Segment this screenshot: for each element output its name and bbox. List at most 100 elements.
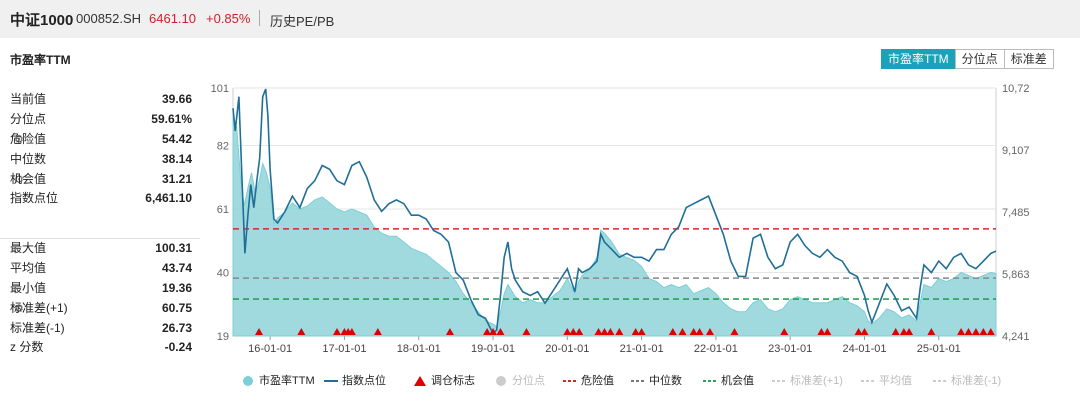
header-divider <box>259 10 260 26</box>
pe-area-series <box>232 115 997 337</box>
stat-label: 危险值 <box>10 131 47 146</box>
legend-item[interactable]: 机会值 <box>702 372 754 388</box>
stat-label: 分位点 <box>10 111 47 126</box>
rebalance-marker <box>678 328 687 335</box>
index-line-series <box>232 88 997 336</box>
y-right-tick-label: 5,863 <box>1002 269 1030 281</box>
toggle-stddev-button[interactable]: 标准差 <box>1003 49 1054 69</box>
rebalance-marker <box>730 328 739 335</box>
stat-row: 中位数 38.14 <box>10 150 192 170</box>
rebalance-marker <box>957 328 966 335</box>
legend-label: 市盈率TTM <box>259 375 315 387</box>
legend-item[interactable]: 调仓标志 <box>412 372 475 388</box>
index-change: +0.85% <box>206 11 251 26</box>
legend-label: 平均值 <box>879 375 912 387</box>
rebalance-marker <box>854 328 863 335</box>
rebalance-marker <box>817 328 826 335</box>
y-left-tick-label: 61 <box>217 204 229 216</box>
x-tick-label: 16-01-01 <box>248 343 292 355</box>
legend-label: 标准差(-1) <box>951 375 1002 387</box>
legend-item[interactable]: 市盈率TTM <box>240 372 315 388</box>
stat-row: 指数点位 6,461.10 <box>10 189 192 209</box>
rebalance-marker <box>297 328 306 335</box>
rebalance-marker <box>569 328 578 335</box>
chart-legend: 市盈率TTM 指数点位 调仓标志 分位点 危险值 中位数 机会值 标准差(+1) 平均值 标准差(… <box>0 368 1080 392</box>
index-name: 中证1000 <box>10 12 74 29</box>
legend-swatch <box>861 380 875 383</box>
toggle-pe-ttm-button[interactable]: 市盈率TTM <box>881 49 956 69</box>
toggle-percentile-button[interactable]: 分位点 <box>954 49 1005 69</box>
stat-value: 59.61% <box>151 111 192 126</box>
stat-row: 机会值 ⚙ 31.21 <box>10 170 192 190</box>
stat-row: z 分数 -0.24 <box>10 338 192 358</box>
rebalance-marker <box>705 328 714 335</box>
legend-label: 分位点 <box>512 375 545 387</box>
gear-icon[interactable]: ⚙ <box>14 302 24 315</box>
rebalance-marker <box>637 328 646 335</box>
stat-value: 54.42 <box>161 131 192 146</box>
legend-item[interactable]: 危险值 <box>562 372 614 388</box>
rebalance-marker <box>971 328 980 335</box>
legend-item[interactable]: 分位点 <box>493 372 545 388</box>
rebalance-marker <box>373 328 382 335</box>
rebalance-marker <box>689 328 698 335</box>
rebalance-marker <box>860 328 869 335</box>
legend-item[interactable]: 平均值 <box>860 372 912 388</box>
stat-value: 100.31 <box>155 241 192 255</box>
stat-label: 最小值 <box>10 280 47 295</box>
y-left-tick-label: 101 <box>211 83 229 95</box>
legend-item[interactable]: 中位数 <box>630 372 682 388</box>
y-right-tick-label: 4,241 <box>1002 331 1030 343</box>
y-left-tick-label: 19 <box>217 331 229 343</box>
stat-value: 38.14 <box>161 151 192 166</box>
rebalance-marker <box>496 328 505 335</box>
x-tick-label: 21-01-01 <box>620 343 664 355</box>
stat-row: 标准差(+1) ⚙ 60.75 <box>10 299 192 319</box>
legend-item[interactable]: 标准差(+1) <box>771 372 843 388</box>
chart-card: 市盈率TTM 市盈率TTM 分位点 标准差 当前值 39.66 分位点 59.61% 危… <box>0 38 1080 404</box>
metric-title: 市盈率TTM <box>10 53 71 67</box>
x-tick-label: 22-01-01 <box>694 343 738 355</box>
stat-value: 60.75 <box>161 300 192 315</box>
rebalance-marker <box>986 328 995 335</box>
rebalance-marker <box>575 328 584 335</box>
stat-row: 最小值 19.36 <box>10 279 192 299</box>
x-tick-label: 24-01-01 <box>842 343 886 355</box>
stat-label: 中位数 <box>10 151 47 166</box>
rebalance-marker <box>600 328 609 335</box>
legend-item[interactable]: 标准差(-1) <box>932 372 1001 388</box>
legend-label: 标准差(+1) <box>790 375 843 387</box>
rebalance-marker <box>823 328 832 335</box>
x-tick-label: 18-01-01 <box>397 343 441 355</box>
x-tick-label: 17-01-01 <box>322 343 366 355</box>
rebalance-marker <box>483 328 492 335</box>
rebalance-marker <box>333 328 342 335</box>
stat-row: 最大值 100.31 <box>10 239 192 259</box>
stat-label: 标准差(+1) <box>10 300 68 315</box>
view-toggle-group: 市盈率TTM 分位点 标准差 <box>881 49 1054 69</box>
legend-label: 机会值 <box>721 375 754 387</box>
rebalance-marker <box>695 328 704 335</box>
rebalance-marker <box>979 328 988 335</box>
rebalance-marker <box>899 328 908 335</box>
stat-row: 标准差(-1) 26.73 <box>10 319 192 339</box>
legend-swatch <box>703 380 717 383</box>
legend-item[interactable]: 指数点位 <box>323 372 386 388</box>
legend-swatch <box>243 376 253 387</box>
rebalance-marker <box>563 328 572 335</box>
stat-label: 机会值 <box>10 171 47 186</box>
x-tick-label: 23-01-01 <box>768 343 812 355</box>
gear-icon[interactable]: ⚙ <box>14 133 24 146</box>
legend-label: 指数点位 <box>342 375 386 387</box>
legend-swatch <box>772 380 786 383</box>
stats-divider <box>0 238 200 239</box>
stat-row: 危险值 ⚙ 54.42 <box>10 130 192 150</box>
rebalance-marker <box>905 328 914 335</box>
tab-history-pe-pb[interactable]: 历史PE/PB <box>270 14 335 29</box>
legend-swatch <box>631 380 645 383</box>
x-tick-label: 19-01-01 <box>471 343 515 355</box>
gear-icon[interactable]: ⚙ <box>14 173 24 186</box>
stat-value: 19.36 <box>161 280 192 295</box>
header-bar: 中证1000 000852.SH 6461.10 +0.85% 历史PE/PB <box>0 0 1080 36</box>
rebalance-marker <box>927 328 936 335</box>
